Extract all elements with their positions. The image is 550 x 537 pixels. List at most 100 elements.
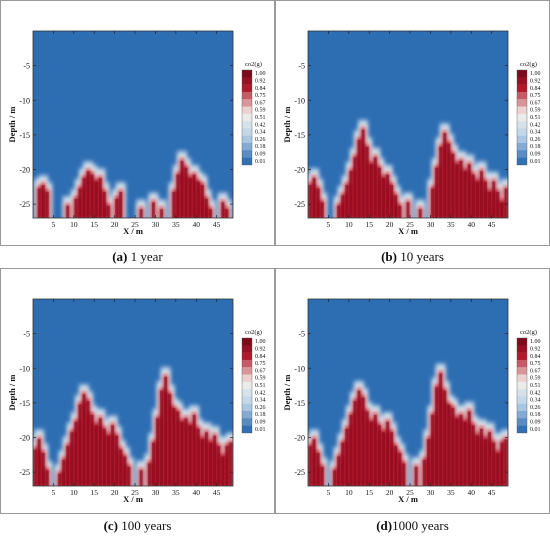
colorbar-swatch: [242, 128, 252, 136]
plume-column: [333, 470, 336, 486]
plume-column: [394, 446, 398, 486]
plume-column: [386, 174, 390, 218]
colorbar-swatch: [517, 84, 527, 93]
caption-tag: (d): [376, 518, 393, 533]
heatmap-chart-d: -5 -10 -15 -20 -25 5 10 15 20 25 30 35 40 45 X / m Dept…: [282, 298, 541, 504]
colorbar-level-label: 0.01: [255, 159, 266, 165]
plume-column: [196, 428, 200, 486]
colorbar-frame: [241, 337, 253, 434]
colorbar-swatch: [517, 367, 527, 375]
y-axis-label: Depth / m: [282, 107, 292, 143]
plume-column: [139, 470, 143, 486]
plume-column: [398, 453, 402, 486]
plume-column: [160, 209, 163, 218]
plume-column: [45, 470, 49, 486]
plume-column: [98, 418, 102, 486]
x-tick-label: 15: [365, 488, 373, 497]
plume-column: [426, 439, 430, 486]
plume-column: [308, 185, 312, 218]
colorbar-swatch: [242, 411, 252, 419]
colorbar-level-label: 0.09: [255, 152, 266, 158]
colorbar-level-label: 0.01: [530, 427, 541, 433]
colorbar-level-label: 1.00: [530, 71, 541, 77]
colorbar-level-label: 0.01: [530, 159, 541, 165]
x-tick-label: 10: [70, 488, 78, 497]
plume-column: [484, 181, 487, 218]
plume-column: [78, 188, 82, 218]
colorbar-level-label: 0.59: [255, 108, 266, 114]
y-axis-label: Depth / m: [282, 375, 292, 411]
plume-column: [90, 174, 94, 218]
x-axis-label: X / m: [123, 494, 143, 504]
plume-column: [398, 205, 402, 218]
plume-column: [172, 408, 176, 486]
colorbar-level-label: 0.92: [255, 79, 266, 85]
plume-column: [349, 171, 353, 218]
colorbar-swatch: [517, 77, 527, 85]
colorbar-swatch: [242, 345, 252, 353]
colorbar-level-label: 0.26: [530, 137, 541, 143]
x-tick-label: 20: [111, 220, 119, 229]
plume-column: [209, 209, 212, 218]
colorbar-swatch: [517, 113, 527, 122]
colorbar-swatch: [517, 143, 527, 151]
caption-d: (d)1000 years: [275, 518, 550, 534]
plume-column: [431, 188, 434, 218]
plume-column: [316, 188, 320, 218]
caption-tag: (a): [112, 249, 128, 264]
colorbar-swatch: [517, 381, 527, 390]
plume-column: [390, 432, 394, 486]
plume-column: [86, 401, 90, 486]
plume-column: [369, 164, 373, 218]
y-tick-label: -20: [294, 434, 305, 443]
colorbar-level-label: 0.26: [255, 405, 266, 411]
plume-column: [365, 147, 369, 218]
plume-column: [439, 147, 443, 218]
colorbar-level-label: 0.75: [530, 361, 541, 367]
colorbar-swatch: [517, 91, 527, 100]
colorbar-level-label: 0.42: [530, 390, 541, 396]
plume-column: [217, 446, 221, 486]
x-tick-label: 45: [213, 220, 221, 229]
plume-column: [127, 466, 131, 486]
plume-column: [382, 178, 385, 218]
colorbar-swatch: [242, 157, 252, 166]
plume-column: [94, 425, 98, 486]
plume-column: [188, 178, 192, 218]
plume-column: [459, 415, 463, 486]
colorbar-swatch: [242, 367, 252, 375]
colorbar-level-label: 0.51: [255, 115, 266, 121]
x-tick-label: 10: [345, 220, 353, 229]
caption-a: (a) 1 year: [0, 249, 275, 265]
y-tick-label: -5: [298, 330, 305, 339]
y-tick-label: -25: [294, 200, 305, 209]
plume-column: [151, 442, 155, 486]
x-tick-label: 40: [193, 488, 201, 497]
x-tick-label: 30: [152, 220, 160, 229]
plume-column: [111, 425, 115, 486]
y-tick-label: -10: [19, 364, 30, 373]
colorbar-swatch: [517, 359, 527, 368]
plume-column: [484, 439, 487, 486]
colorbar-swatch: [517, 352, 527, 361]
plume-column: [337, 456, 341, 486]
plot-frame: [307, 30, 509, 219]
y-tick-label: -5: [298, 62, 305, 71]
plume-column: [316, 453, 320, 486]
plume-column: [205, 432, 208, 486]
plume-column: [205, 198, 208, 218]
colorbar-swatch: [242, 91, 252, 100]
plume-column: [184, 418, 188, 486]
plume-column: [312, 178, 316, 218]
plot-frame: [32, 298, 234, 487]
x-axis-label: X / m: [398, 226, 418, 236]
colorbar-level-label: 0.51: [255, 383, 266, 389]
plume-column: [455, 164, 459, 218]
plume-column: [500, 442, 504, 486]
plume-column: [480, 428, 483, 486]
x-tick-label: 5: [327, 488, 331, 497]
colorbar-swatch: [242, 403, 252, 412]
plume-column: [229, 442, 233, 486]
colorbar-swatch: [242, 150, 252, 158]
colorbar-level-label: 0.92: [530, 79, 541, 85]
